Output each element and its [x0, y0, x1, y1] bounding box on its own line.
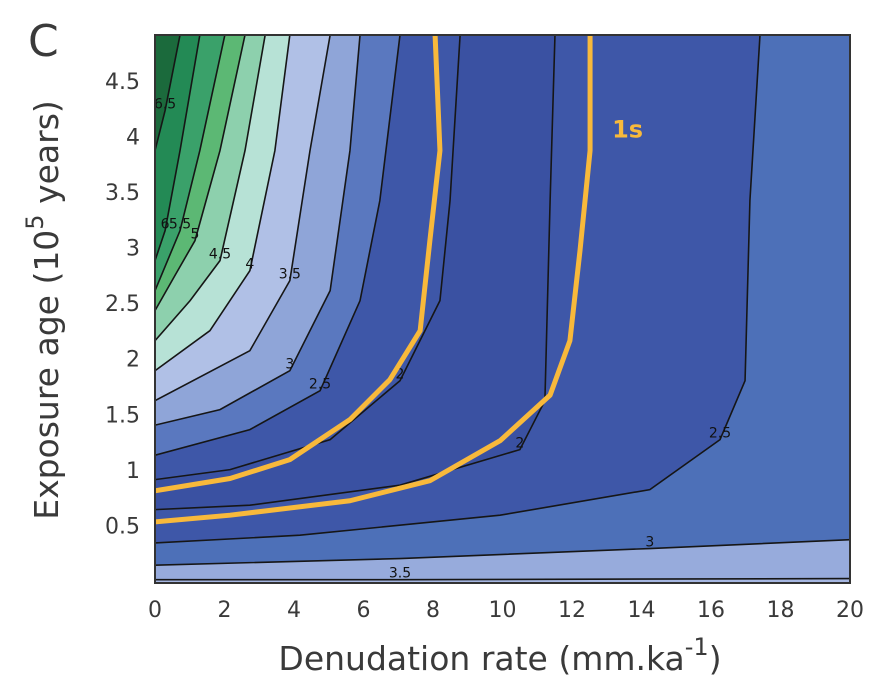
contour-line [155, 35, 331, 402]
x-label-text: Denudation rate (mm.ka [278, 639, 684, 678]
contour-label: 5.5 [169, 217, 191, 233]
x-tick-label: 2 [218, 598, 232, 623]
contour-label: 4.5 [209, 247, 231, 263]
contour-label: 4 [245, 257, 254, 273]
contour-label: 6.5 [154, 97, 176, 113]
contour-label: 3.5 [389, 566, 411, 582]
x-tick-label: 12 [558, 598, 586, 623]
y-label-text: years) [27, 100, 66, 214]
x-tick-label: 8 [426, 598, 440, 623]
contour-line [155, 538, 850, 567]
y-tick-label: 3.5 [105, 181, 140, 206]
contour-line [155, 577, 850, 581]
x-axis-label: Denudation rate (mm.ka-1) [278, 633, 721, 678]
contour-label: 3 [645, 535, 654, 551]
contour-band [155, 35, 850, 583]
x-label-text: ) [709, 639, 722, 678]
contour-label: 2.5 [309, 377, 331, 393]
contour-label: 3.5 [279, 267, 301, 283]
y-tick-label: 1 [126, 459, 140, 484]
y-tick-label: 2 [126, 348, 140, 373]
y-tick-label: 4.5 [105, 70, 140, 95]
y-label-sup: 5 [21, 214, 49, 229]
y-tick-label: 4 [126, 125, 140, 150]
contour-line [155, 35, 266, 342]
contour-label: 2 [396, 367, 405, 383]
contour-band [155, 35, 850, 583]
y-tick-label: 3 [126, 237, 140, 262]
x-tick-label: 6 [357, 598, 371, 623]
x-label-sup: -1 [685, 633, 709, 661]
x-tick-label: 16 [697, 598, 725, 623]
x-tick-label: 10 [489, 598, 517, 623]
x-tick-label: 0 [148, 598, 162, 623]
x-tick-label: 18 [767, 598, 795, 623]
y-label-text: Exposure age (10 [27, 230, 66, 520]
contour-line [155, 35, 556, 511]
x-tick-label: 14 [628, 598, 656, 623]
contour-label: 2 [515, 436, 524, 452]
confidence-line [155, 35, 443, 494]
x-tick-label: 4 [287, 598, 301, 623]
contour-line [155, 35, 181, 151]
confidence-line [155, 35, 593, 525]
contour-line [155, 35, 361, 426]
x-tick-label: 20 [836, 598, 864, 623]
contour-label: 5 [191, 227, 200, 243]
contour-label: 3 [285, 357, 294, 373]
contour-line [155, 35, 246, 312]
contour-label: 6 [161, 217, 170, 233]
series-label: 1s [612, 116, 643, 144]
contour-line [155, 35, 226, 291]
panel-label: C [28, 16, 59, 67]
y-axis-label: Exposure age (105 years) [21, 100, 66, 520]
y-tick-label: 0.5 [105, 514, 140, 539]
contour-line [155, 35, 291, 372]
contour-line [155, 35, 401, 456]
contour-line [155, 35, 201, 261]
contour-line [155, 35, 461, 481]
plot-frame [154, 34, 851, 584]
plot-area: 2 2.5 3 3.5 2 2.5 3 3.5 4 4.5 55.56 6.5 [154, 35, 850, 583]
contour-label: 2.5 [709, 426, 731, 442]
y-tick-label: 2.5 [105, 292, 140, 317]
contour-line [155, 35, 761, 544]
y-tick-label: 1.5 [105, 403, 140, 428]
